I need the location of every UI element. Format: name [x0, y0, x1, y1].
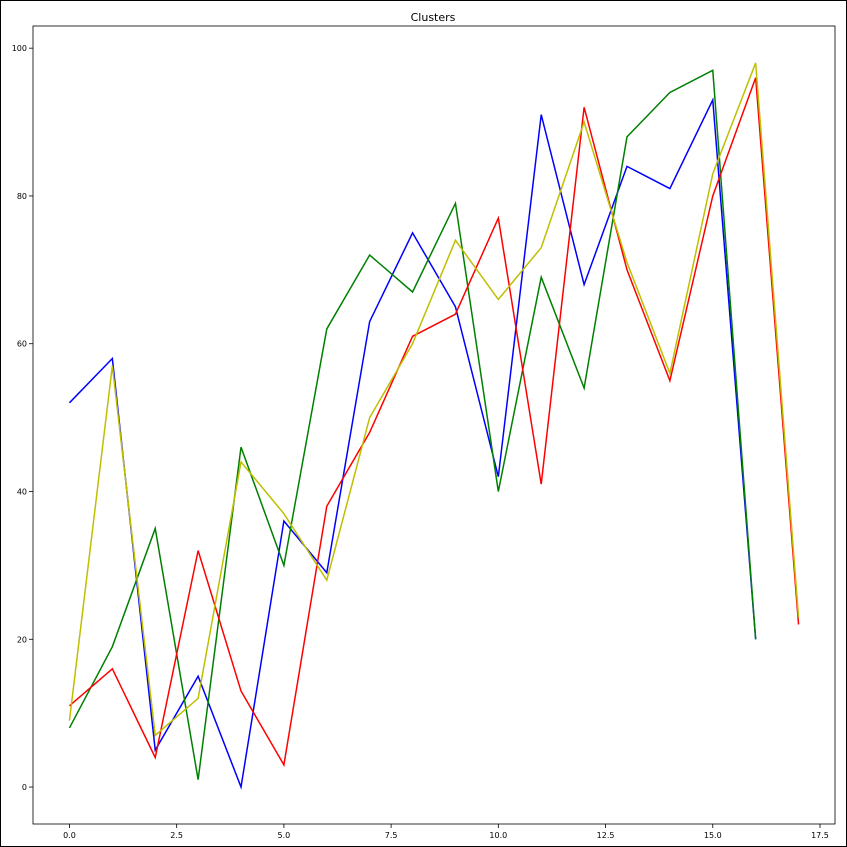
x-tick-label: 10.0: [489, 831, 507, 840]
x-axis: 0.0 2.5 5.0 7.5 10.0 12.5 15.0 17.5: [63, 824, 829, 840]
series-line-1: [68, 97, 757, 790]
series-line-4: [68, 62, 800, 737]
series-layer: [68, 62, 800, 790]
y-tick-label: 40: [17, 488, 27, 497]
x-tick-label: 5.0: [278, 831, 291, 840]
series-line-3: [68, 77, 800, 768]
x-tick-label: 15.0: [704, 831, 722, 840]
y-tick-label: 100: [12, 44, 27, 53]
plot-area: [32, 25, 836, 825]
x-tick-label: 12.5: [597, 831, 615, 840]
x-tick-label: 7.5: [385, 831, 398, 840]
y-tick-label: 0: [22, 783, 27, 792]
chart-title: Clusters: [411, 11, 456, 24]
x-tick-label: 0.0: [63, 831, 76, 840]
x-tick-label: 2.5: [170, 831, 183, 840]
series-line-2: [68, 69, 757, 780]
y-tick-label: 20: [17, 635, 27, 644]
x-tick-label: 17.5: [811, 831, 829, 840]
y-tick-label: 60: [17, 340, 27, 349]
y-tick-label: 80: [17, 192, 27, 201]
y-axis: 0 20 40 60 80 100: [12, 44, 33, 792]
